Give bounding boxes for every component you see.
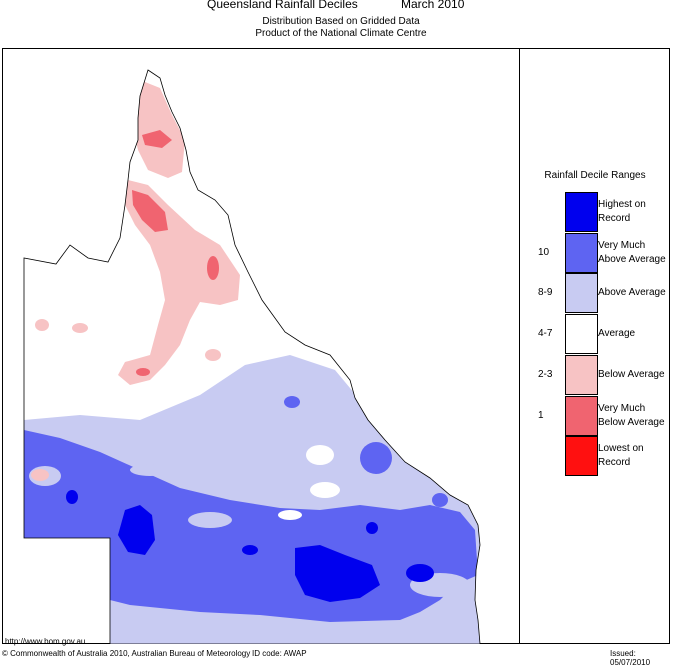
legend-label: Very Much Above Average xyxy=(598,239,666,267)
legend-code: 4-7 xyxy=(538,328,553,340)
legend-row: 4-7 Average xyxy=(520,314,670,355)
map-subtitle-1: Distribution Based on Gridded Data xyxy=(262,16,420,27)
legend-label-line-1: Lowest on xyxy=(598,443,644,455)
legend-title: Rainfall Decile Ranges xyxy=(544,170,646,181)
region-very-much-above-pocket xyxy=(284,396,300,408)
queensland-outline xyxy=(23,69,481,644)
legend-divider xyxy=(519,48,520,644)
legend-swatch xyxy=(565,354,598,395)
legend-row: 2-3 Below Average xyxy=(520,354,670,395)
footer-copyright: © Commonwealth of Australia 2010, Austra… xyxy=(2,649,251,658)
region-below-average xyxy=(132,80,185,178)
legend-swatch xyxy=(565,232,598,273)
decile-regions xyxy=(24,70,480,644)
legend-label: Below Average xyxy=(598,368,665,382)
region-highest-on-record xyxy=(242,545,258,555)
map-period: March 2010 xyxy=(401,0,465,11)
legend-row: Highest on Record xyxy=(520,192,670,232)
region-average-pocket xyxy=(310,482,340,498)
region-highest-on-record xyxy=(406,564,434,582)
legend-code: 10 xyxy=(538,246,550,258)
map-title: Queensland Rainfall Deciles xyxy=(207,0,358,11)
region-above-average-pocket xyxy=(130,464,170,476)
region-very-much-below-average xyxy=(132,190,168,232)
legend-swatch xyxy=(565,395,598,436)
region-highest-on-record xyxy=(66,490,78,504)
legend-code: 8-9 xyxy=(538,287,553,299)
legend-label-line-1: Above Average xyxy=(598,287,666,299)
region-above-average-pocket xyxy=(188,512,232,528)
region-highest-on-record xyxy=(366,522,378,534)
legend-row: 1 Very Much Below Average xyxy=(520,395,670,436)
region-below-average xyxy=(72,323,88,333)
legend-label-line-2: Record xyxy=(598,457,631,469)
legend-label: Highest on Record xyxy=(598,198,646,226)
region-very-much-below-average xyxy=(136,368,150,376)
footer-id-code: ID code: AWAP xyxy=(252,649,307,658)
region-very-much-below-average xyxy=(142,130,172,148)
legend-label-line-1: Highest on xyxy=(598,199,646,210)
legend-row: 8-9 Above Average xyxy=(520,273,670,314)
legend-label: Average xyxy=(598,327,635,341)
legend-label-line-2: Record xyxy=(598,213,631,224)
region-very-much-above-pocket xyxy=(432,493,448,507)
footer-url[interactable]: http://www.bom.gov.au xyxy=(5,637,86,646)
region-average-pocket xyxy=(306,445,334,465)
legend-label: Lowest on Record xyxy=(598,442,644,470)
region-average-pocket xyxy=(278,510,302,520)
legend-label: Above Average xyxy=(598,286,666,300)
region-below-average xyxy=(35,319,49,331)
region-below-average xyxy=(118,180,240,385)
legend-label-line-2: Below Average xyxy=(598,416,665,428)
footer-issued: Issued: 05/07/2010 xyxy=(610,649,651,667)
legend-swatch xyxy=(565,314,598,355)
legend-label-line-1: Very Much xyxy=(598,402,646,414)
legend-label-line-1: Average xyxy=(598,328,636,340)
legend-code: 2-3 xyxy=(538,368,553,380)
legend-label: Very Much Below Average xyxy=(598,402,665,430)
region-very-much-above-pocket xyxy=(360,442,392,474)
legend-swatch xyxy=(565,436,598,477)
region-below-average xyxy=(205,349,221,361)
legend-label-line-1: Very Much xyxy=(598,239,646,251)
region-highest-on-record xyxy=(118,505,155,555)
region-highest-on-record xyxy=(295,545,380,602)
queensland-decile-map xyxy=(23,69,481,644)
legend-row: 10 Very Much Above Average xyxy=(520,232,670,273)
legend-label-line-1: Below Average xyxy=(598,368,665,380)
legend-code: 1 xyxy=(538,409,544,421)
map-subtitle-2: Product of the National Climate Centre xyxy=(255,28,427,39)
legend-swatch xyxy=(565,273,598,314)
region-very-much-below-average xyxy=(207,256,219,280)
map-title-line: Queensland Rainfall Deciles March 2010 xyxy=(0,0,674,11)
legend-swatch xyxy=(565,192,598,232)
legend-label-line-2: Above Average xyxy=(598,253,666,265)
region-below-average xyxy=(31,469,49,481)
legend-row: Lowest on Record xyxy=(520,436,670,477)
